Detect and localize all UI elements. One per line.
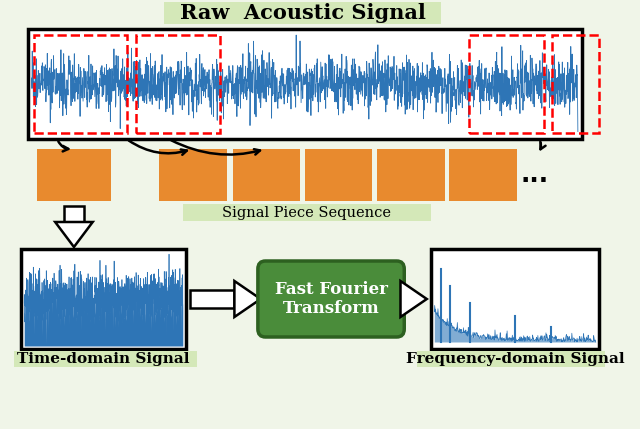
Bar xyxy=(136,35,220,133)
Bar xyxy=(37,149,111,201)
Bar xyxy=(377,149,445,201)
Bar xyxy=(33,35,127,133)
Bar xyxy=(431,249,598,349)
Text: Signal Piece Sequence: Signal Piece Sequence xyxy=(222,206,391,220)
Bar xyxy=(21,249,186,349)
FancyBboxPatch shape xyxy=(183,204,431,221)
Polygon shape xyxy=(55,222,93,247)
Text: Raw  Acoustic Signal: Raw Acoustic Signal xyxy=(180,3,426,23)
Text: Time-domain Signal: Time-domain Signal xyxy=(17,352,189,366)
Bar xyxy=(190,290,234,308)
Bar xyxy=(305,149,372,201)
FancyBboxPatch shape xyxy=(417,351,614,367)
Text: ...: ... xyxy=(521,163,548,187)
FancyBboxPatch shape xyxy=(258,261,404,337)
Text: Frequency-domain Signal: Frequency-domain Signal xyxy=(406,352,624,366)
Bar xyxy=(469,35,544,133)
Text: Fast Fourier
Transform: Fast Fourier Transform xyxy=(275,281,388,317)
Bar xyxy=(552,35,598,133)
Bar xyxy=(63,206,84,222)
Bar xyxy=(159,149,227,201)
FancyBboxPatch shape xyxy=(14,351,197,367)
Bar xyxy=(232,149,300,201)
Polygon shape xyxy=(401,281,427,317)
Bar xyxy=(28,29,582,139)
FancyBboxPatch shape xyxy=(164,2,441,24)
Bar xyxy=(449,149,517,201)
Polygon shape xyxy=(234,281,260,317)
